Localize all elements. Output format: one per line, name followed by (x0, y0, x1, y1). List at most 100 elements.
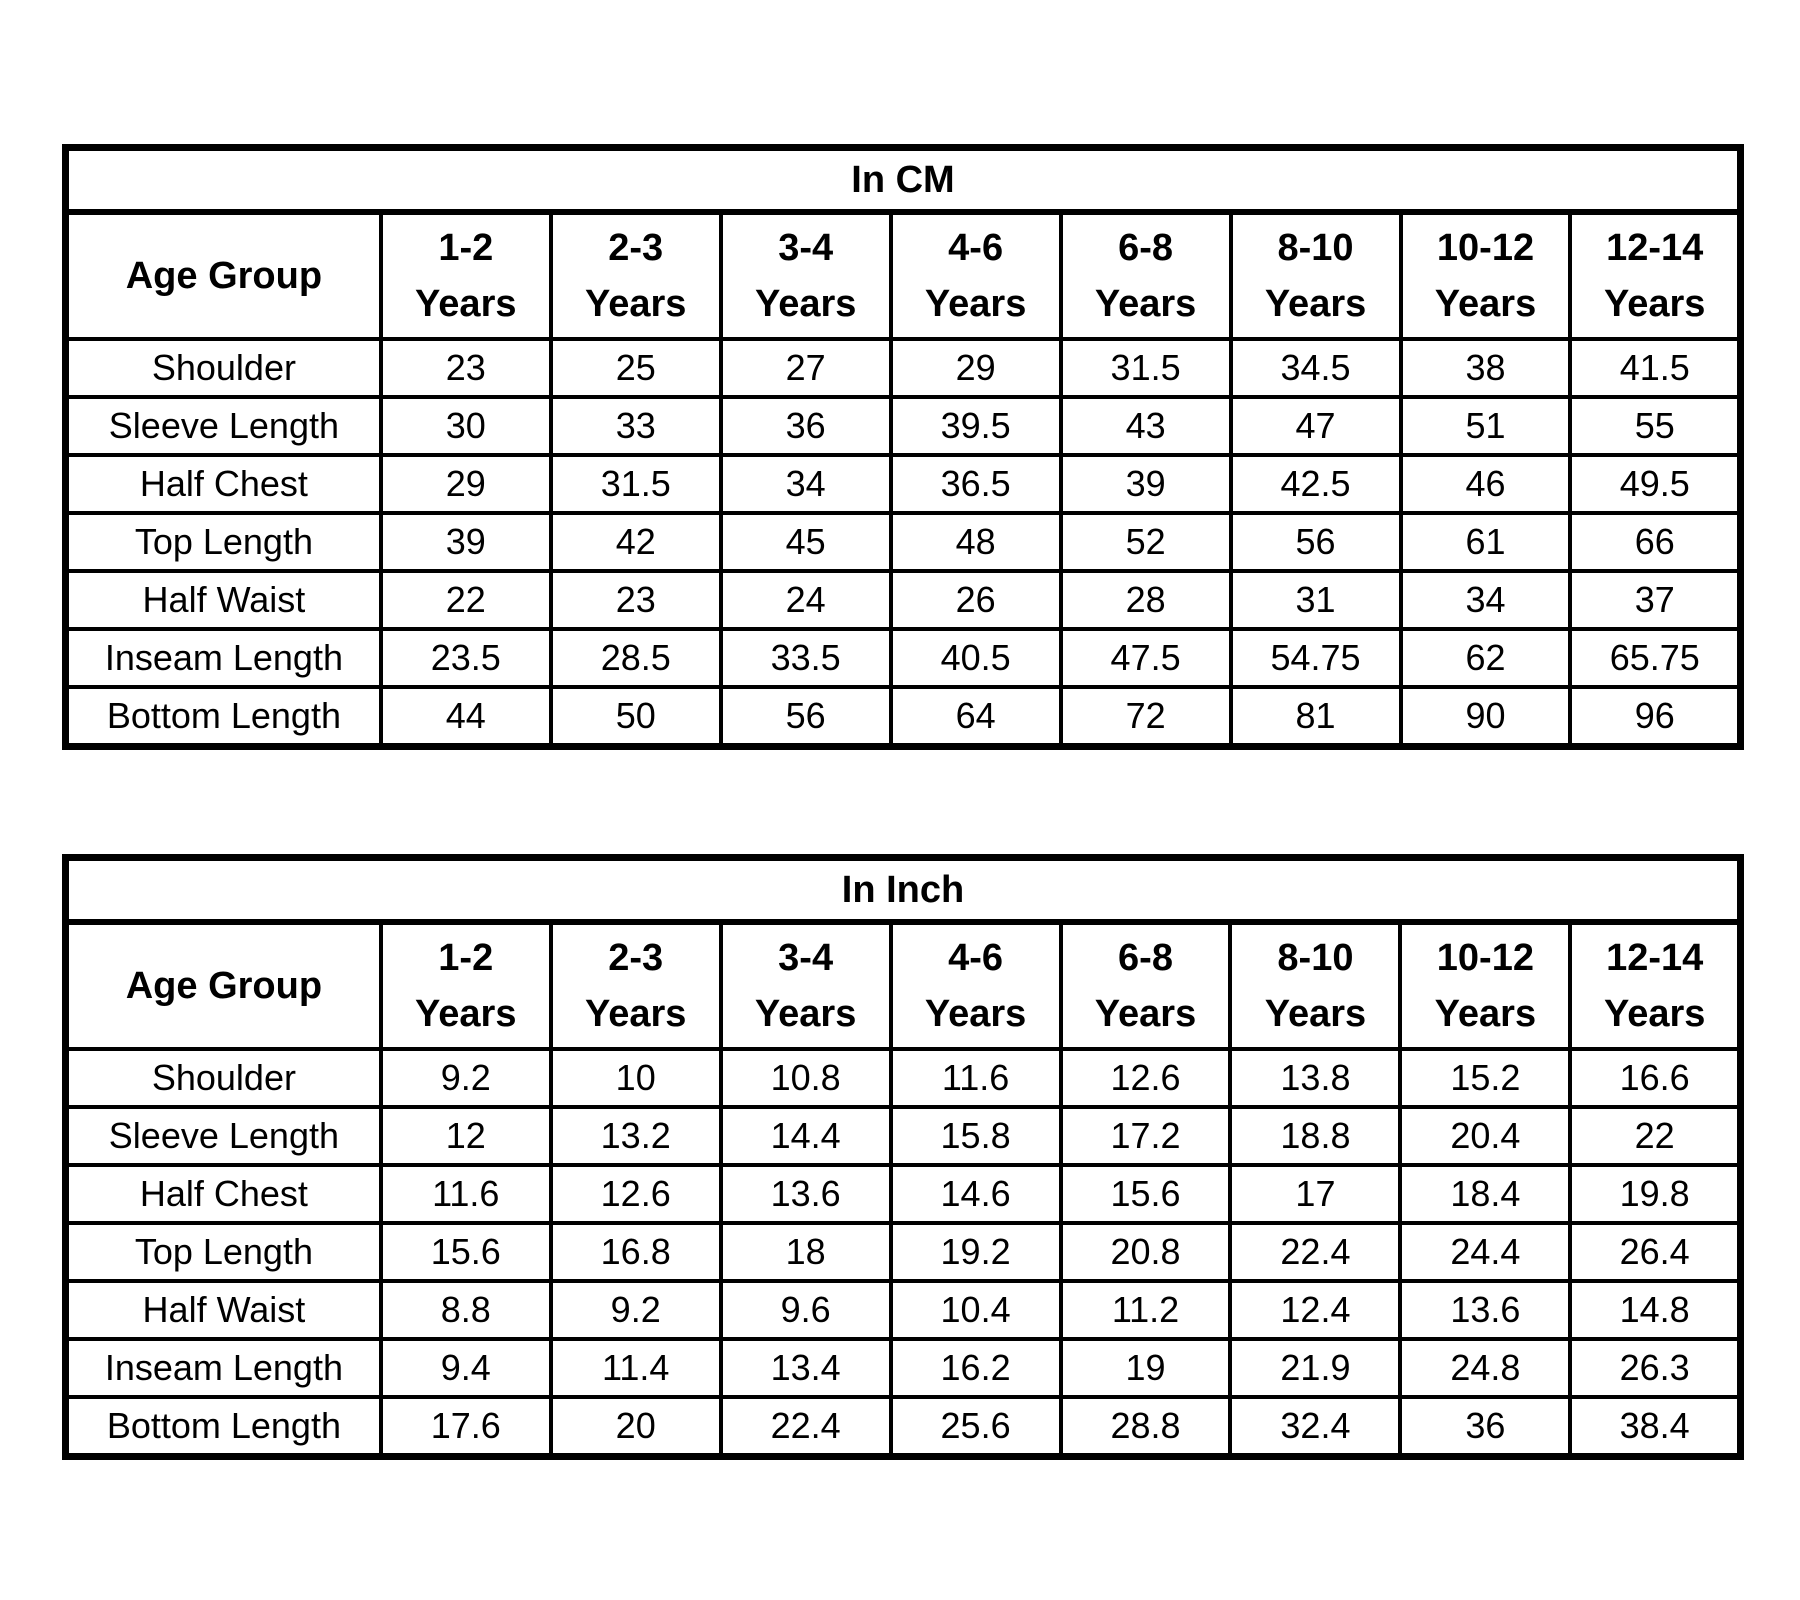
col-header-2-3-years: 2-3 Years (548, 210, 723, 341)
table-row: Half Waist 22 23 24 26 28 31 34 37 (63, 569, 1743, 631)
value-cell: 8.8 (378, 1279, 553, 1341)
value-cell: 11.2 (1058, 1279, 1233, 1341)
value-cell: 66 (1568, 511, 1743, 573)
value-cell: 12.6 (1058, 1047, 1233, 1109)
table-row: Sleeve Length 12 13.2 14.4 15.8 17.2 18.8 20.4 2… (63, 1105, 1743, 1167)
value-cell: 25.6 (888, 1395, 1063, 1459)
value-cell: 13.8 (1228, 1047, 1403, 1109)
value-cell: 9.6 (718, 1279, 893, 1341)
col-header-6-8-years: 6-8 Years (1058, 920, 1233, 1051)
table-title: In Inch (63, 855, 1743, 925)
value-cell: 22.4 (1228, 1221, 1403, 1283)
table-row: Shoulder 9.2 10 10.8 11.6 12.6 13.8 15.2 16.6 (63, 1047, 1743, 1109)
value-cell: 36 (1398, 1395, 1573, 1459)
value-cell: 13.2 (548, 1105, 723, 1167)
value-cell: 28.8 (1058, 1395, 1233, 1459)
value-cell: 18.4 (1398, 1163, 1573, 1225)
value-cell: 13.4 (718, 1337, 893, 1399)
value-cell: 34 (718, 453, 893, 515)
value-cell: 15.8 (888, 1105, 1063, 1167)
age-range-text: 6-8 (1118, 937, 1173, 979)
value-cell: 11.6 (888, 1047, 1063, 1109)
value-cell: 33.5 (718, 627, 893, 689)
age-unit-text: Years (1434, 283, 1537, 325)
value-cell: 56 (1228, 511, 1403, 573)
value-cell: 23.5 (378, 627, 553, 689)
value-cell: 36 (718, 395, 893, 457)
col-header-12-14-years: 12-14 Years (1568, 920, 1743, 1051)
age-unit-text: Years (1094, 993, 1197, 1035)
value-cell: 48 (888, 511, 1063, 573)
age-range-text: 10-12 (1436, 227, 1535, 269)
size-table-inch: In Inch Age Group 1-2 Years 2-3 Years 3-4 Years… (62, 854, 1744, 1460)
value-cell: 22 (1568, 1105, 1743, 1167)
value-cell: 17.6 (378, 1395, 553, 1459)
value-cell: 72 (1058, 685, 1233, 749)
value-cell: 61 (1398, 511, 1573, 573)
value-cell: 40.5 (888, 627, 1063, 689)
table-row: Inseam Length 9.4 11.4 13.4 16.2 19 21.9 24.8 26… (63, 1337, 1743, 1399)
value-cell: 24.4 (1398, 1221, 1573, 1283)
col-header-6-8-years: 6-8 Years (1058, 210, 1233, 341)
value-cell: 39 (1058, 453, 1233, 515)
table-row: Inseam Length 23.5 28.5 33.5 40.5 47.5 54.75 62… (63, 627, 1743, 689)
age-unit-text: Years (1434, 993, 1537, 1035)
row-label: Half Chest (63, 1163, 383, 1225)
age-range-text: 4-6 (948, 937, 1004, 979)
value-cell: 52 (1058, 511, 1233, 573)
value-cell: 50 (548, 685, 723, 749)
value-cell: 43 (1058, 395, 1233, 457)
table-row: Bottom Length 17.6 20 22.4 25.6 28.8 32.4 36 38.… (63, 1395, 1743, 1459)
value-cell: 24.8 (1398, 1337, 1573, 1399)
age-unit-text: Years (924, 993, 1027, 1035)
value-cell: 31.5 (1058, 337, 1233, 399)
age-unit-text: Years (754, 993, 857, 1035)
value-cell: 20.4 (1398, 1105, 1573, 1167)
row-label: Inseam Length (63, 1337, 383, 1399)
value-cell: 13.6 (718, 1163, 893, 1225)
value-cell: 14.4 (718, 1105, 893, 1167)
value-cell: 51 (1398, 395, 1573, 457)
age-range-text: 3-4 (778, 937, 834, 979)
row-label: Half Waist (63, 1279, 383, 1341)
value-cell: 90 (1398, 685, 1573, 749)
row-label: Inseam Length (63, 627, 383, 689)
value-cell: 21.9 (1228, 1337, 1403, 1399)
value-cell: 19.8 (1568, 1163, 1743, 1225)
age-range-text: 8-10 (1277, 227, 1354, 269)
col-header-8-10-years: 8-10 Years (1228, 210, 1403, 341)
value-cell: 10.8 (718, 1047, 893, 1109)
age-range-text: 1-2 (438, 937, 494, 979)
value-cell: 12.4 (1228, 1279, 1403, 1341)
col-header-1-2-years: 1-2 Years (378, 920, 553, 1051)
table-row: Top Length 15.6 16.8 18 19.2 20.8 22.4 24.4 26.4 (63, 1221, 1743, 1283)
value-cell: 23 (378, 337, 553, 399)
value-cell: 31 (1228, 569, 1403, 631)
value-cell: 15.2 (1398, 1047, 1573, 1109)
value-cell: 13.6 (1398, 1279, 1573, 1341)
value-cell: 29 (888, 337, 1063, 399)
value-cell: 47.5 (1058, 627, 1233, 689)
value-cell: 34.5 (1228, 337, 1403, 399)
value-cell: 36.5 (888, 453, 1063, 515)
value-cell: 17.2 (1058, 1105, 1233, 1167)
size-table-cm: In CM Age Group 1-2 Years 2-3 Years 3-4 Years 4-… (62, 144, 1744, 750)
value-cell: 34 (1398, 569, 1573, 631)
row-label: Half Chest (63, 453, 383, 515)
value-cell: 12 (378, 1105, 553, 1167)
value-cell: 10.4 (888, 1279, 1063, 1341)
col-header-2-3-years: 2-3 Years (548, 920, 723, 1051)
value-cell: 42.5 (1228, 453, 1403, 515)
value-cell: 9.4 (378, 1337, 553, 1399)
value-cell: 26 (888, 569, 1063, 631)
value-cell: 62 (1398, 627, 1573, 689)
row-label: Top Length (63, 511, 383, 573)
value-cell: 10 (548, 1047, 723, 1109)
value-cell: 11.4 (548, 1337, 723, 1399)
value-cell: 16.8 (548, 1221, 723, 1283)
value-cell: 15.6 (378, 1221, 553, 1283)
value-cell: 25 (548, 337, 723, 399)
table-title: In CM (63, 145, 1743, 215)
value-cell: 22.4 (718, 1395, 893, 1459)
